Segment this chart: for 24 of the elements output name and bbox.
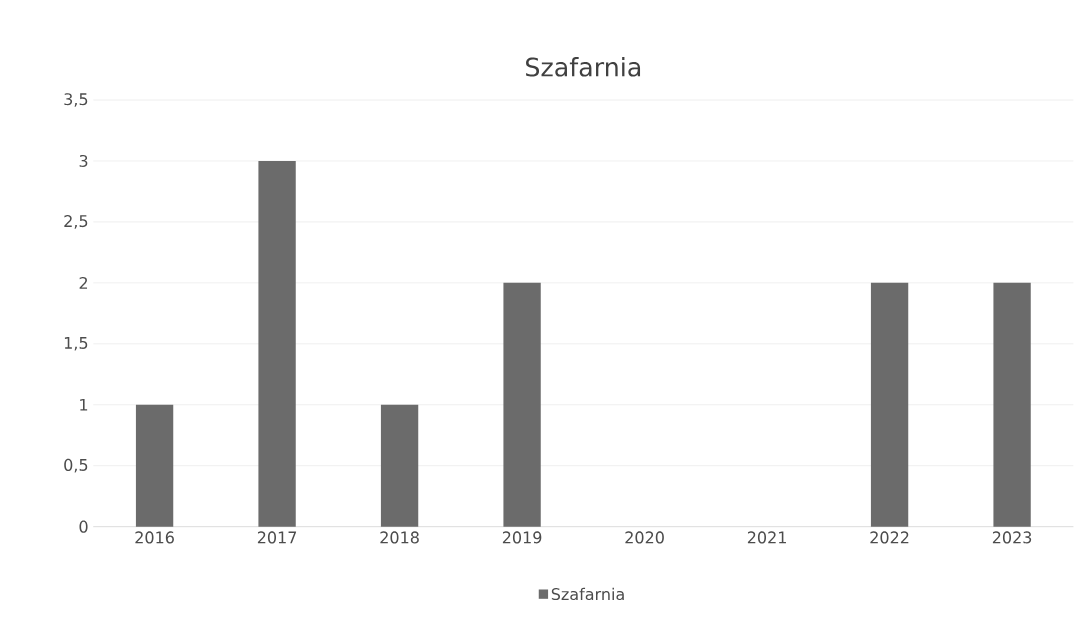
legend-label: Szafarnia — [551, 587, 624, 601]
x-tick-label: 2022 — [870, 531, 909, 544]
y-tick-label: 3,5 — [64, 93, 88, 107]
y-tick-label: 3 — [79, 154, 88, 168]
bar — [258, 160, 296, 527]
x-tick-label: 2020 — [625, 531, 664, 544]
y-tick-label: 2,5 — [64, 215, 88, 229]
y-tick-label: 1,5 — [64, 337, 88, 351]
x-tick-label: 2021 — [747, 531, 786, 544]
y-tick-label: 1 — [80, 398, 88, 411]
chart-title: Szafarnia — [526, 57, 641, 77]
bar — [503, 282, 541, 527]
x-tick-label: 2019 — [502, 531, 542, 544]
y-tick-label: 0 — [79, 520, 88, 533]
bar — [993, 282, 1031, 527]
bar — [135, 404, 174, 527]
y-tick-label: 2 — [79, 276, 88, 289]
y-tick-label: 0,5 — [64, 458, 88, 473]
x-tick-label: 2018 — [380, 531, 419, 544]
bar — [870, 282, 909, 527]
x-tick-label: 2017 — [257, 531, 297, 544]
x-tick-label: 2023 — [992, 531, 1032, 544]
bar — [380, 404, 419, 527]
x-tick-label: 2016 — [135, 531, 174, 544]
